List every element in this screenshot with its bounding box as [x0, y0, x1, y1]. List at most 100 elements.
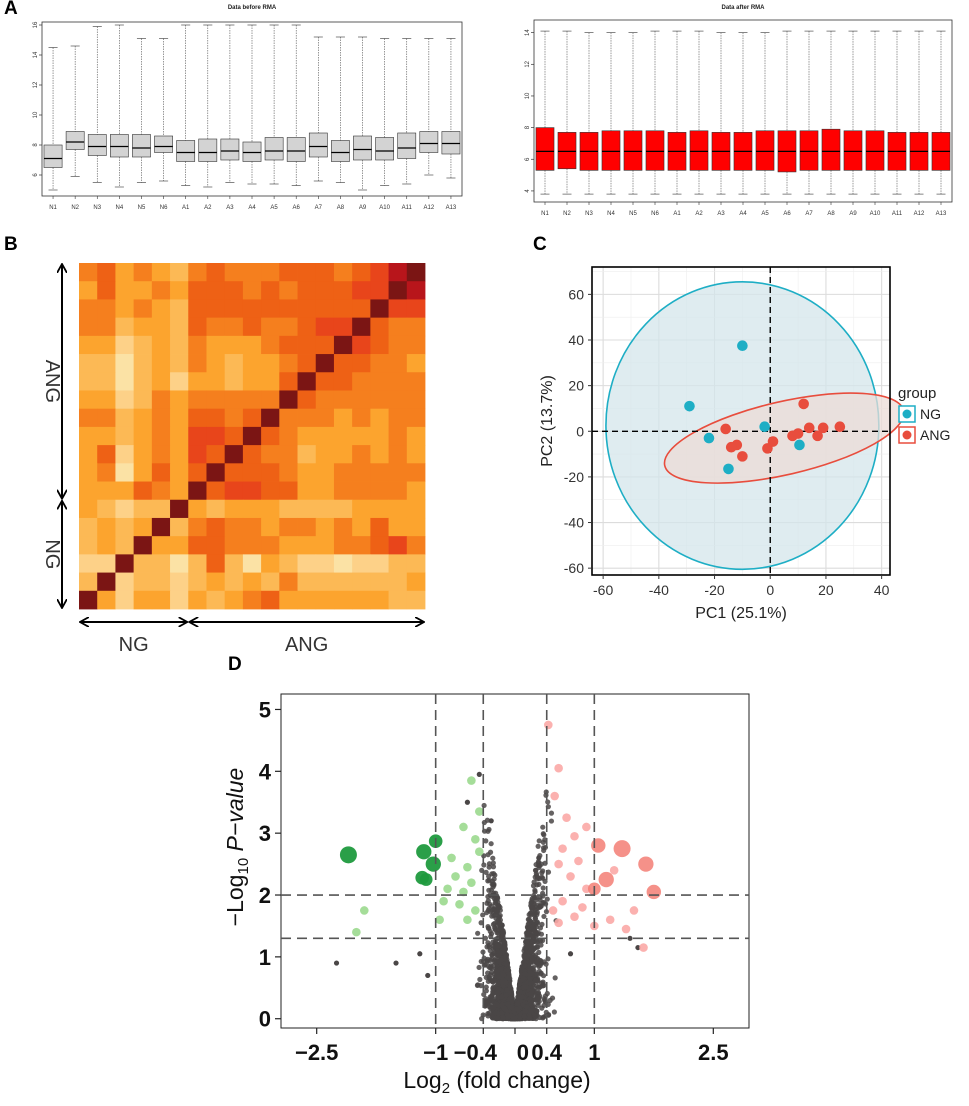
heatmap-cell	[151, 590, 171, 610]
x-tick-label: -20	[704, 582, 724, 598]
point-down	[455, 899, 464, 909]
heatmap-cell	[79, 372, 98, 391]
point-ns	[543, 1009, 549, 1015]
x-axis-label: Log2 (fold change)	[403, 1067, 590, 1097]
heatmap-cell	[188, 354, 207, 373]
heatmap-cell	[133, 445, 153, 464]
heatmap-cell	[261, 590, 280, 610]
heatmap-cell	[352, 445, 371, 464]
y-tick-label: 14	[33, 51, 39, 58]
point-down	[467, 776, 476, 785]
point-ns	[539, 1005, 545, 1011]
heatmap-cell	[333, 354, 353, 373]
point-ns	[507, 995, 513, 1002]
heatmap-cell	[151, 536, 171, 555]
heatmap-cell	[188, 517, 207, 537]
heatmap-cell	[242, 499, 262, 519]
point-up	[558, 896, 567, 906]
heatmap-cell	[151, 317, 171, 337]
point-ns	[485, 970, 491, 976]
heatmap-cell	[297, 317, 317, 337]
point-ns	[500, 972, 506, 978]
heatmap-cell	[315, 499, 335, 519]
y-tick-label: 20	[568, 378, 584, 394]
heatmap-cell	[97, 572, 116, 592]
heatmap-cell	[388, 463, 408, 482]
point-ns	[538, 903, 544, 909]
heatmap-cell	[188, 463, 207, 482]
heatmap-cell	[170, 499, 189, 519]
boxplot-before-rma: Data before RMA 6 8 10 12 14 16 N1 N2 N3 N4 N5 N6 A1 A…	[33, 5, 463, 211]
point-ns	[515, 1001, 521, 1007]
heatmap-cell	[242, 536, 262, 555]
point-ns	[485, 940, 491, 946]
heatmap-cell	[79, 517, 98, 537]
x-tick-label: A6	[783, 211, 791, 217]
heatmap-cell	[333, 281, 353, 300]
point-ns	[543, 961, 549, 967]
y-axis-label-sub: 10	[235, 858, 252, 875]
heatmap-cell	[224, 372, 244, 391]
heatmap-cell	[151, 335, 171, 355]
heatmap-cell	[261, 481, 280, 501]
heatmap-cell	[242, 299, 262, 319]
point-ns	[504, 1012, 511, 1018]
point-ns	[482, 935, 489, 941]
correlation-heatmap: ANG NG NG ANG	[41, 263, 426, 656]
x-axis-label-suffix: (fold change)	[450, 1067, 591, 1093]
y-tick-label: 10	[525, 92, 531, 99]
point-ns	[499, 926, 505, 932]
point-ng	[759, 421, 770, 433]
x-tick-label: A8	[827, 211, 835, 217]
heatmap-cell	[406, 481, 426, 501]
heatmap-cell	[115, 517, 135, 537]
heatmap-cell	[261, 572, 280, 592]
point-up	[629, 906, 639, 915]
heatmap-cell	[242, 354, 262, 373]
point-ns	[483, 974, 489, 980]
heatmap-cell	[333, 554, 353, 573]
point-ns	[529, 939, 535, 945]
heatmap-cell	[170, 263, 189, 282]
heatmap-cell	[151, 299, 171, 319]
heatmap-cell	[151, 426, 171, 446]
x-tick-label: A12	[423, 205, 434, 211]
heatmap-cell	[406, 426, 426, 446]
point-ang	[720, 423, 731, 435]
point-ang	[798, 398, 809, 410]
heatmap-cell	[333, 463, 353, 482]
heatmap-cell	[388, 554, 408, 573]
heatmap-cell	[188, 499, 207, 519]
y-tick-label: 14	[525, 29, 531, 36]
heatmap-cell	[206, 499, 226, 519]
y-tick-label: 12	[33, 81, 39, 88]
heatmap-cell	[370, 481, 389, 501]
heatmap-cell	[352, 536, 371, 555]
heatmap-cell	[151, 572, 171, 592]
point-ns	[490, 984, 497, 990]
point-ns	[532, 887, 538, 894]
box-A7	[799, 130, 819, 171]
y-tick-label: 4	[525, 189, 531, 193]
point-ns	[495, 989, 501, 996]
point-ns	[488, 903, 495, 909]
x-tick-label: N5	[629, 211, 637, 217]
point-ns	[532, 915, 538, 922]
x-tick-label: 20	[818, 582, 834, 598]
heatmap-cell	[333, 426, 353, 446]
point-ns	[486, 873, 492, 879]
point-ns	[538, 970, 544, 976]
heatmap-cell	[261, 263, 280, 282]
heatmap-cell	[333, 317, 353, 337]
point-ns	[496, 974, 502, 980]
point-down	[463, 915, 472, 925]
point-ns	[526, 920, 532, 926]
point-ns	[393, 960, 399, 966]
heatmap-cell	[188, 481, 207, 501]
heatmap-cell	[188, 299, 207, 319]
heatmap-cell	[279, 463, 298, 482]
heatmap-cell	[170, 281, 189, 300]
heatmap-cell	[170, 463, 189, 482]
heatmap-cell	[315, 572, 335, 592]
box-A11	[397, 132, 417, 159]
